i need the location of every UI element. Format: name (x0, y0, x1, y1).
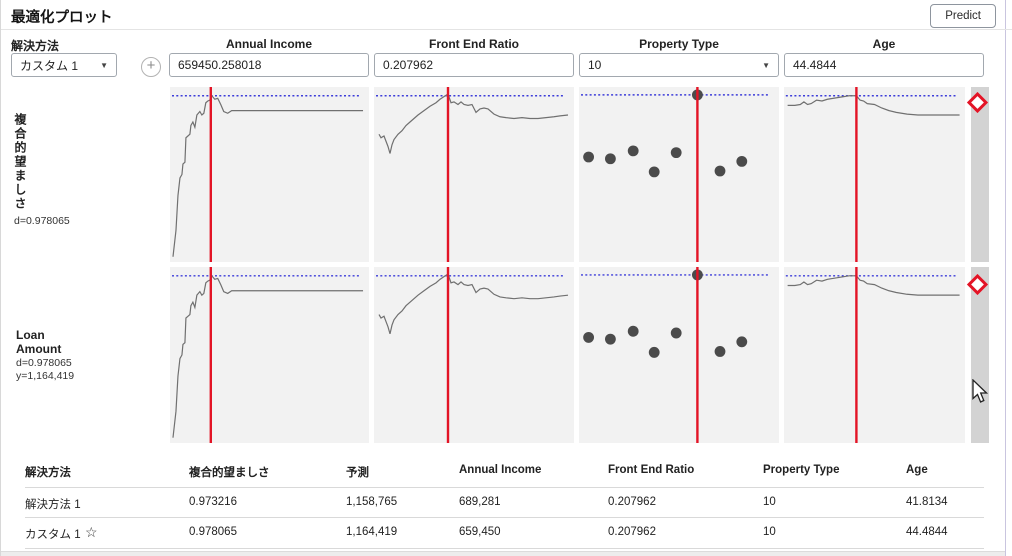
table-header-front-end-ratio: Front End Ratio (608, 464, 695, 476)
scatter-point (583, 151, 594, 163)
plus-icon: + (146, 57, 156, 74)
desirability-track (971, 267, 989, 443)
table-cell: 1,164,419 (346, 526, 398, 538)
profile-trace-line (788, 276, 960, 295)
profile-trace-line (379, 94, 568, 154)
profile-plot-desirability-property-type[interactable] (579, 87, 779, 262)
scatter-point (583, 331, 594, 343)
factor-header-annual-income: Annual Income (225, 37, 312, 51)
table-cell: 解決方法 1 (25, 499, 81, 511)
desirability-stat: d=0.978065 (14, 215, 70, 227)
table-cell: 0.978065 (189, 526, 237, 538)
scatter-point (627, 145, 639, 157)
add-solution-button[interactable]: + (141, 57, 161, 77)
solution-method-label: 解決方法 (11, 39, 60, 53)
profile-trace-line (173, 276, 363, 438)
table-cell: 41.8134 (906, 496, 948, 508)
profile-plot-desirability-annual-income[interactable] (170, 87, 369, 262)
scatter-point (714, 346, 726, 357)
table-row[interactable] (25, 488, 984, 517)
age-input[interactable] (784, 53, 984, 77)
scatter-point (670, 147, 682, 159)
property-type-select[interactable]: 10 ▼ (579, 53, 779, 77)
table-cell: 10 (763, 496, 776, 508)
annual-income-input[interactable] (169, 53, 369, 77)
factor-header-age: Age (872, 37, 896, 51)
page-title: 最適化プロット (11, 10, 113, 26)
factor-header-property-type: Property Type (639, 37, 719, 51)
table-cell: 0.207962 (608, 496, 656, 508)
panel-bottom-edge (1, 551, 1005, 556)
scatter-point (736, 336, 748, 348)
table-cell: 0.207962 (608, 526, 656, 538)
solution-method-select[interactable]: カスタム 1 ▼ (11, 53, 117, 77)
scatter-point (605, 153, 616, 165)
table-cell: 0.973216 (189, 496, 237, 508)
table-header-annual-income: Annual Income (459, 464, 542, 476)
scatter-point (714, 165, 726, 177)
mouse-cursor (972, 378, 989, 409)
scatter-point (648, 166, 660, 178)
table-row[interactable] (25, 518, 984, 547)
predict-button[interactable]: Predict (930, 4, 996, 28)
loan-amount-y-stat: y=1,164,419 (16, 370, 75, 382)
favorite-star-icon[interactable]: ☆ (85, 524, 98, 540)
table-cell: 10 (763, 526, 776, 538)
scatter-point (670, 327, 682, 339)
scatter-point (627, 325, 639, 337)
profile-plot-desirability-age[interactable] (784, 87, 965, 262)
scatter-point (605, 333, 616, 345)
header-divider (1, 29, 1012, 30)
caret-down-icon: ▼ (762, 60, 770, 70)
profile-trace-line (788, 96, 960, 115)
property-type-value: 10 (588, 58, 602, 72)
desirability-track (971, 87, 989, 262)
panel-right-border (1005, 0, 1006, 556)
loan-amount-d-stat: d=0.978065 (16, 357, 72, 369)
table-header-property-type: Property Type (763, 464, 840, 476)
table-divider (25, 548, 984, 549)
profile-plot-loan-amount-property-type[interactable] (579, 267, 779, 443)
front-end-ratio-input[interactable] (374, 53, 574, 77)
profile-plot-loan-amount-front-end-ratio[interactable] (374, 267, 574, 443)
row-label-loan-amount: Loan Amount (16, 328, 62, 356)
scatter-point (736, 155, 748, 167)
row-label-desirability: 複合的望ましさ (13, 113, 27, 211)
table-header-desirability: 複合的望ましさ (189, 467, 270, 479)
solution-method-value: カスタム 1 (20, 58, 79, 73)
profile-trace-line (173, 96, 363, 257)
table-cell: 689,281 (459, 496, 501, 508)
table-divider (25, 487, 984, 488)
table-header-solution: 解決方法 (25, 467, 71, 479)
profile-plot-loan-amount-annual-income[interactable] (170, 267, 369, 443)
table-divider (25, 517, 984, 518)
table-cell: 1,158,765 (346, 496, 398, 508)
profile-plot-loan-amount-age[interactable] (784, 267, 965, 443)
table-cell: カスタム 1 (25, 529, 81, 541)
scatter-point (648, 346, 660, 358)
table-cell: 44.4844 (906, 526, 948, 538)
profile-plot-desirability-front-end-ratio[interactable] (374, 87, 574, 262)
table-header-prediction: 予測 (346, 467, 369, 479)
factor-header-front-end-ratio: Front End Ratio (429, 37, 519, 51)
profile-trace-line (379, 274, 568, 334)
caret-down-icon: ▼ (100, 60, 108, 70)
table-cell: 659,450 (459, 526, 501, 538)
table-header-age: Age (906, 464, 928, 476)
